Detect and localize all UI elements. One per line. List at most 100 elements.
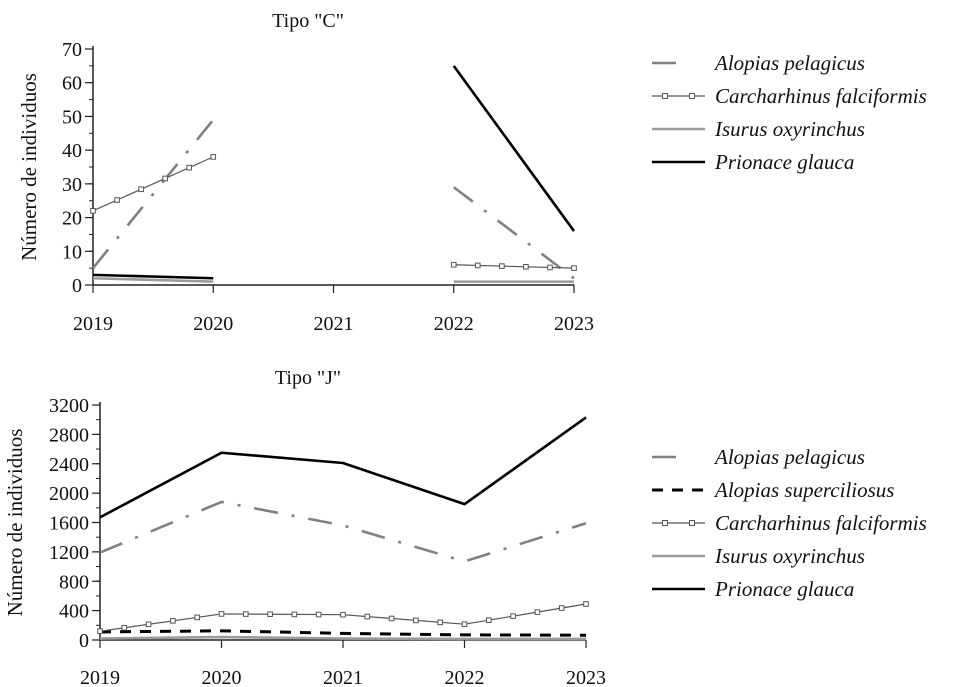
series-line	[452, 65, 576, 232]
y-tick-label: 0	[79, 630, 89, 652]
chart-title: Tipo "C"	[272, 10, 344, 32]
data-point	[486, 617, 492, 623]
legend-entry: Alopias superciliosus	[652, 478, 894, 502]
series-line	[92, 273, 214, 280]
series-alopias-superciliosus	[99, 629, 587, 637]
data-point	[218, 611, 225, 617]
data-point	[364, 613, 371, 620]
x-tick-label: 2023	[554, 313, 594, 335]
y-tick-label: 2000	[49, 483, 89, 505]
chart-title: Tipo "J"	[275, 367, 341, 389]
data-point	[450, 261, 457, 268]
legend-label: Prionace glauca	[714, 150, 854, 174]
y-tick-label: 20	[62, 208, 82, 230]
x-tick-label: 2019	[73, 313, 113, 335]
data-point	[114, 197, 120, 203]
legend-label: Isurus oxyrinchus	[714, 117, 865, 141]
legend-entry: Alopias pelagicus	[652, 51, 865, 75]
legend-label: Alopias superciliosus	[713, 478, 894, 502]
y-tick-label: 30	[62, 174, 82, 196]
data-point	[437, 619, 443, 626]
legend-entry: Carcharhinus falciformis	[652, 511, 927, 535]
data-point	[499, 263, 505, 269]
legend-marker	[689, 93, 695, 99]
series-line	[99, 416, 587, 519]
data-point	[210, 154, 217, 160]
data-point	[523, 263, 529, 270]
series-prionace-glauca	[92, 65, 576, 280]
x-tick-label: 2019	[80, 667, 120, 687]
data-point	[267, 611, 273, 618]
data-point	[340, 611, 346, 618]
series-carcharhinus-falciformis	[90, 154, 577, 271]
series-line	[99, 635, 586, 641]
data-point	[388, 615, 395, 622]
legend-entry: Isurus oxyrinchus	[652, 117, 865, 141]
data-point	[170, 618, 176, 624]
data-point	[138, 186, 144, 193]
data-point	[162, 175, 168, 182]
legend: Alopias pelagicus Carcharhinus falciformi…	[652, 51, 927, 174]
series-isurus-oxyrinchus	[99, 635, 586, 641]
legend-entry: Alopias pelagicus	[652, 445, 865, 469]
legend-entry: Prionace glauca	[652, 577, 854, 601]
x-tick-label: 2021	[323, 667, 363, 687]
x-tick-label: 2023	[566, 667, 606, 687]
legend-label: Alopias pelagicus	[713, 51, 865, 75]
data-point	[547, 264, 553, 271]
series-line	[92, 276, 214, 283]
y-tick-label: 40	[62, 140, 82, 162]
legend-entry: Carcharhinus falciformis	[652, 84, 927, 108]
legend-label: Carcharhinus falciformis	[715, 511, 927, 535]
data-point	[413, 617, 419, 624]
x-tick-label: 2020	[202, 667, 242, 687]
series-alopias-pelagicus	[99, 500, 587, 563]
y-axis-label: Número de individuos	[3, 429, 27, 617]
chart-2: Tipo "J" Número de individuos 0 400 800 1200 1…	[3, 367, 927, 687]
data-point	[243, 611, 249, 617]
legend-marker	[662, 520, 668, 526]
data-point	[186, 164, 192, 171]
series-line	[91, 118, 215, 269]
chart-1: Tipo "C" Número de individuos 0 10 20 30 40 50 6…	[17, 10, 927, 335]
legend-entry: Isurus oxyrinchus	[652, 544, 865, 568]
data-point	[291, 611, 298, 618]
data-point	[583, 601, 589, 607]
legend-label: Carcharhinus falciformis	[715, 84, 927, 108]
x-tick-label: 2022	[445, 667, 485, 687]
data-point	[461, 621, 468, 628]
series-carcharhinus-falciformis	[97, 601, 589, 634]
x-tick-label: 2022	[434, 313, 474, 335]
data-point	[571, 265, 577, 271]
y-tick-label: 0	[72, 275, 82, 297]
y-tick-label: 50	[62, 106, 82, 128]
x-tick-label: 2021	[314, 313, 354, 335]
legend-marker	[662, 93, 668, 99]
y-tick-label: 2800	[49, 424, 89, 446]
y-tick-label: 400	[59, 601, 89, 623]
y-tick-label: 2400	[49, 454, 89, 476]
data-point	[558, 605, 565, 611]
series-alopias-pelagicus	[91, 118, 575, 280]
series-line	[452, 186, 575, 280]
data-point	[475, 262, 481, 269]
legend-label: Alopias pelagicus	[713, 445, 865, 469]
legend-entry: Prionace glauca	[652, 150, 854, 174]
legend: Alopias pelagicus Alopias superciliosus Ca…	[652, 445, 927, 601]
data-point	[121, 624, 128, 631]
y-tick-label: 3200	[49, 395, 89, 417]
y-tick-label: 10	[62, 241, 82, 263]
data-point	[510, 613, 516, 619]
y-tick-label: 60	[62, 73, 82, 95]
legend-marker	[689, 520, 695, 526]
data-point	[534, 609, 541, 615]
data-point	[97, 628, 103, 634]
y-tick-label: 1200	[49, 542, 89, 564]
y-tick-label: 800	[59, 571, 89, 593]
legend-label: Prionace glauca	[714, 577, 854, 601]
y-tick-label: 70	[62, 39, 82, 61]
series-isurus-oxyrinchus	[92, 276, 574, 283]
legend-label: Isurus oxyrinchus	[714, 544, 865, 568]
y-axis-label: Número de individuos	[17, 73, 41, 261]
